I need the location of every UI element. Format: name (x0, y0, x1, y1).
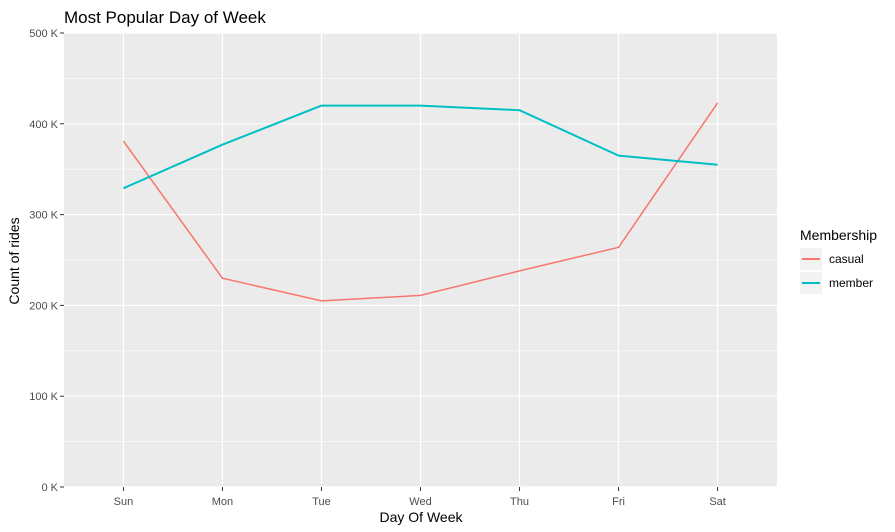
series-line-member (122, 104, 718, 190)
y-tick-label: 100 K (29, 391, 58, 403)
series-line-casual (122, 102, 719, 302)
y-tick-label: 400 K (29, 119, 58, 131)
y-tick-label: 200 K (29, 300, 58, 312)
chart-title: Most Popular Day of Week (64, 8, 266, 27)
x-tick-label: Tue (312, 496, 331, 508)
x-tick-label: Thu (510, 496, 529, 508)
x-tick-label: Sat (709, 496, 726, 508)
series-lines (122, 102, 719, 302)
x-tick-label: Mon (212, 496, 233, 508)
y-axis-title: Count of rides (6, 217, 22, 304)
x-tick-label: Wed (409, 496, 431, 508)
y-tick-label: 300 K (29, 210, 58, 222)
y-tick-label: 0 K (41, 482, 58, 494)
y-axis: 0 K 100 K 200 K 300 K 400 K 500 K (29, 28, 64, 494)
x-tick-label: Fri (612, 496, 625, 508)
legend-title: Membership (800, 227, 877, 243)
y-tick-label: 500 K (29, 28, 58, 40)
legend: Membership casual member (800, 227, 877, 294)
legend-label-casual: casual (829, 252, 864, 266)
major-gridlines (64, 32, 777, 488)
x-axis: Sun Mon Tue Wed Thu Fri Sat (114, 487, 726, 508)
x-tick-label: Sun (114, 496, 134, 508)
x-axis-title: Day Of Week (380, 509, 464, 525)
legend-label-member: member (829, 276, 873, 290)
